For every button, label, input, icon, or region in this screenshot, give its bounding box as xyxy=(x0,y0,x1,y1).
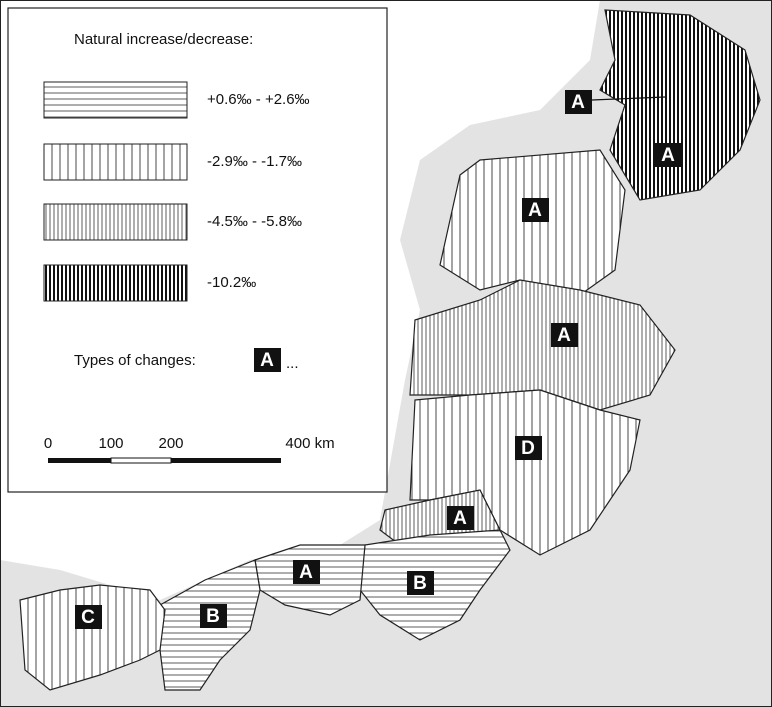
badge-box xyxy=(551,323,578,347)
pointer-arrow xyxy=(591,96,666,101)
badge-box xyxy=(447,506,474,530)
scale-label: 200 xyxy=(158,435,183,452)
region-label: A xyxy=(453,508,467,529)
region-label: C xyxy=(81,607,95,628)
legend-box xyxy=(7,7,388,493)
badge: C xyxy=(75,605,102,629)
badge-box xyxy=(515,436,542,460)
region-badges: A A A A D A A B B C xyxy=(75,90,682,629)
legend-label: +0.6‰ - +2.6‰ xyxy=(207,91,310,108)
region-label: A xyxy=(557,325,571,346)
legend-swatch xyxy=(43,81,188,119)
legend-swatch xyxy=(43,203,188,241)
legend-label: -10.2‰ xyxy=(207,274,256,291)
region-label: A xyxy=(571,92,585,113)
badge: B xyxy=(200,604,227,628)
types-ellipsis: ... xyxy=(286,355,299,372)
badge: A xyxy=(565,90,592,114)
badge-box xyxy=(75,605,102,629)
region-label: B xyxy=(413,573,427,594)
badge: B xyxy=(407,571,434,595)
legend-label: -4.5‰ - -5.8‰ xyxy=(207,213,302,230)
scale-bar xyxy=(110,457,172,464)
badge-box xyxy=(293,560,320,584)
legend-label: -2.9‰ - -1.7‰ xyxy=(207,153,302,170)
legend-title: Natural increase/decrease: xyxy=(74,31,253,48)
region-label: A xyxy=(528,200,542,221)
badge: A xyxy=(655,143,682,167)
badge: A xyxy=(447,506,474,530)
region-warmia xyxy=(359,529,511,641)
legend-swatch xyxy=(43,143,188,181)
types-badge: A xyxy=(260,350,274,371)
region-leningrad xyxy=(599,9,761,201)
badge-box xyxy=(200,604,227,628)
scale-label: 0 xyxy=(44,435,52,452)
types-label: Types of changes: xyxy=(74,352,196,369)
badge-box xyxy=(655,143,682,167)
scale-bar xyxy=(48,458,111,463)
badge: A xyxy=(522,198,549,222)
badge: A xyxy=(293,560,320,584)
badge-box xyxy=(254,348,281,372)
region-latvia xyxy=(409,279,676,411)
legend: Natural increase/decrease: +0.6‰ - +2.6‰… xyxy=(7,7,388,493)
badge: D xyxy=(515,436,542,460)
region-label: B xyxy=(206,606,220,627)
badge-box xyxy=(407,571,434,595)
scale-bar xyxy=(171,458,281,463)
badge-box xyxy=(522,198,549,222)
region-estonia xyxy=(439,149,626,296)
region-mecklenburg xyxy=(19,584,166,691)
scale-label: 100 xyxy=(98,435,123,452)
region-label: A xyxy=(661,145,675,166)
legend-swatch xyxy=(43,264,188,302)
region-label: A xyxy=(299,562,313,583)
region-label: D xyxy=(521,438,535,459)
badge: A xyxy=(551,323,578,347)
scale-label: 400 km xyxy=(285,435,334,452)
badge-box xyxy=(565,90,592,114)
